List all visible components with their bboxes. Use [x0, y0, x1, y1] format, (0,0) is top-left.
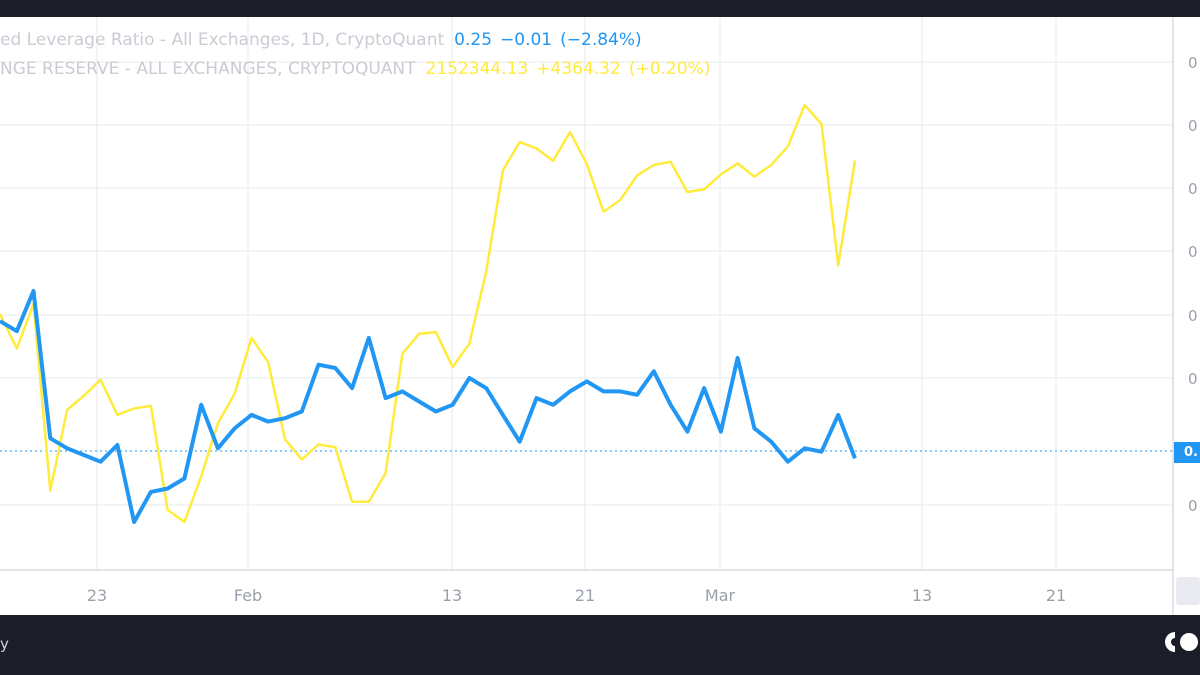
- x-tick-label: Mar: [705, 586, 736, 605]
- x-tick-label: 13: [442, 586, 462, 605]
- vertical-gridlines: [96, 17, 1057, 570]
- legend-leverage-ratio-value: 0.25: [454, 30, 493, 50]
- legend-exchange-reserve-name: NGE RESERVE - ALL EXCHANGES, CRYPTOQUANT: [0, 59, 416, 79]
- footer-text: y: [0, 635, 9, 653]
- y-tick-label: 0: [1188, 307, 1198, 325]
- series-line-leverage-ratio: [0, 289, 857, 524]
- series-line-exchange-reserve: [0, 103, 857, 524]
- y-tick-label: 0: [1188, 370, 1198, 388]
- x-tick-label: 21: [575, 586, 595, 605]
- y-tick-label: 0: [1188, 117, 1198, 135]
- legend-exchange-reserve-change: +4364.32: [536, 59, 621, 79]
- legend-leverage-ratio[interactable]: ed Leverage Ratio - All Exchanges, 1D, C…: [0, 30, 642, 52]
- x-tick-label: 21: [1046, 586, 1066, 605]
- y-tick-label: 0: [1188, 243, 1198, 261]
- bottom-right-corner-box: [1176, 577, 1200, 605]
- x-tick-label: 23: [87, 586, 107, 605]
- x-tick-label: 13: [912, 586, 932, 605]
- cryptoquant-logo-icon: [1162, 629, 1200, 659]
- y-tick-label: 0: [1188, 180, 1198, 198]
- y-tick-label: 0: [1188, 497, 1198, 515]
- y-axis-ticks: 0 0 0 0 0 0 0: [1188, 54, 1198, 515]
- horizontal-gridlines: [0, 61, 1173, 506]
- y-tick-label: 0: [1188, 54, 1198, 72]
- legend-leverage-ratio-name: ed Leverage Ratio - All Exchanges, 1D, C…: [0, 30, 445, 50]
- legend-exchange-reserve-change-pct: (+0.20%): [628, 59, 711, 79]
- x-tick-label: Feb: [234, 586, 262, 605]
- top-bar: [0, 0, 1200, 17]
- legend-leverage-ratio-change-pct: (−2.84%): [560, 30, 642, 50]
- series-group: [0, 103, 857, 524]
- chart-canvas[interactable]: 23 Feb 13 21 Mar 13 21 0 0 0 0 0 0 0: [0, 17, 1200, 615]
- current-value-tag: 0.: [1174, 442, 1200, 463]
- bottom-bar: y: [0, 615, 1200, 675]
- legend-leverage-ratio-change: −0.01: [500, 30, 553, 50]
- legend-exchange-reserve[interactable]: NGE RESERVE - ALL EXCHANGES, CRYPTOQUANT…: [0, 59, 710, 81]
- x-axis-ticks: 23 Feb 13 21 Mar 13 21: [87, 586, 1066, 605]
- legend-exchange-reserve-value: 2152344.13: [425, 59, 529, 79]
- chart-area[interactable]: 23 Feb 13 21 Mar 13 21 0 0 0 0 0 0 0 ed Leverage Rat…: [0, 17, 1200, 615]
